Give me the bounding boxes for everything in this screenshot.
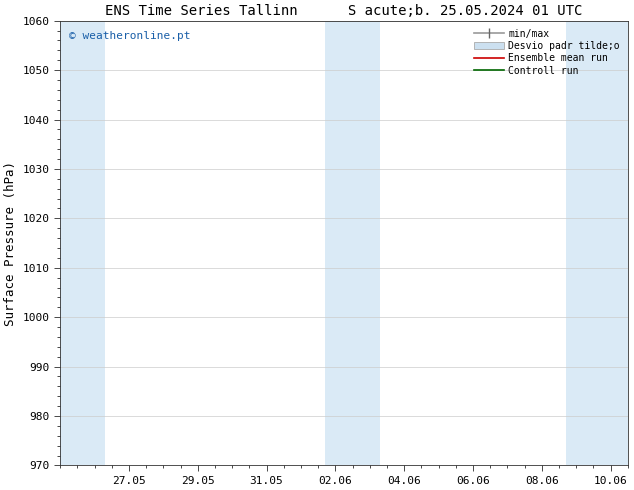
Bar: [60, 21, 105, 465]
Title: ENS Time Series Tallinn      S acute;b. 25.05.2024 01 UTC: ENS Time Series Tallinn S acute;b. 25.05…: [105, 4, 583, 18]
Y-axis label: Surface Pressure (hPa): Surface Pressure (hPa): [4, 161, 17, 325]
Bar: [566, 21, 628, 465]
Legend: min/max, Desvio padr tilde;o, Ensemble mean run, Controll run: min/max, Desvio padr tilde;o, Ensemble m…: [472, 25, 623, 79]
Text: © weatheronline.pt: © weatheronline.pt: [68, 30, 190, 41]
Bar: [325, 21, 380, 465]
